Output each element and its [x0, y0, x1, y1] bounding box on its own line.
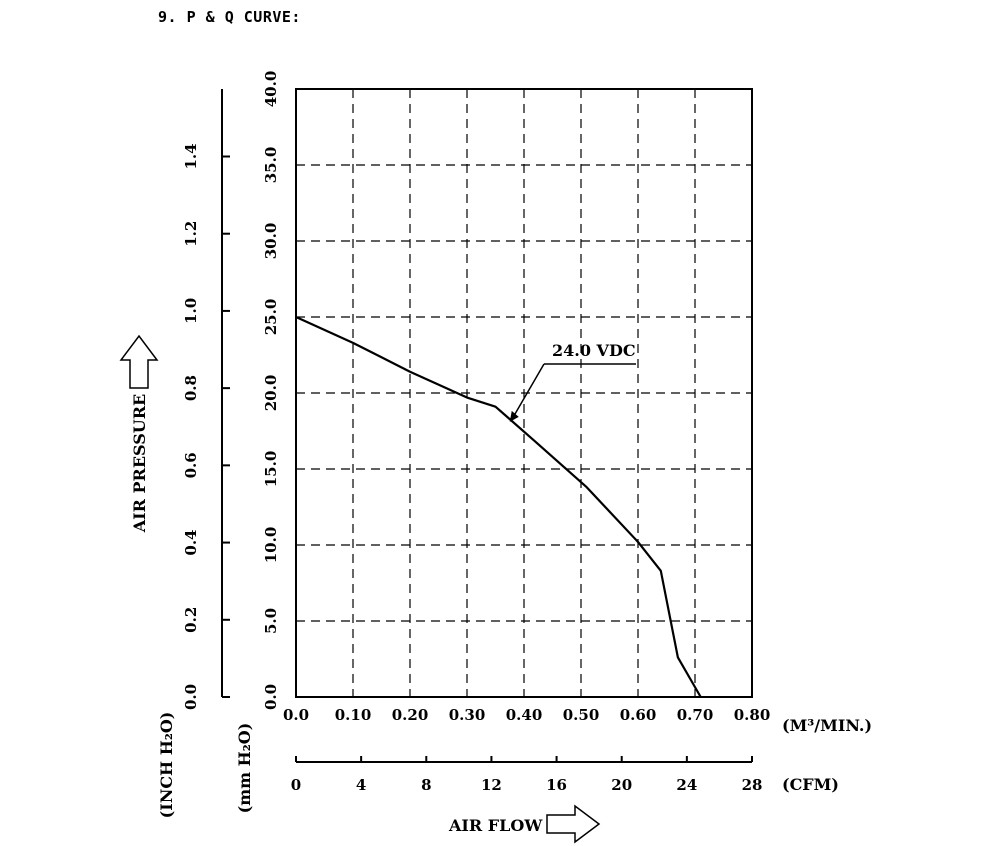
x-tick-label: 0.10: [335, 706, 372, 724]
inch-tick-label: 1.2: [182, 221, 200, 247]
x-unit-label: (M³/MIN.): [782, 716, 872, 735]
inch-tick-label: 0.2: [182, 607, 200, 633]
inch-tick-label: 1.4: [182, 143, 200, 169]
plot-frame: [295, 88, 753, 698]
cfm-tick-label: 28: [742, 776, 763, 794]
x-tick-label: 0.20: [392, 706, 429, 724]
up-arrow-icon: [119, 334, 159, 389]
page-heading: 9. P & Q CURVE:: [158, 8, 301, 26]
cfm-tick-label: 4: [356, 776, 366, 794]
x-tick-label: 0.0: [283, 706, 309, 724]
inch-tick-label: 0.8: [182, 375, 200, 401]
inch-tick-label: 0.6: [182, 452, 200, 478]
y-axis-title: AIR PRESSURE: [130, 394, 149, 534]
cfm-axis: 0 4 8 12 16 20 24 28: [291, 756, 763, 794]
inch-tick-label: 0.4: [182, 530, 200, 556]
curve-24vdc: [295, 315, 702, 698]
x-tick-label: 0.60: [620, 706, 657, 724]
x-axis-title: AIR FLOW: [448, 816, 543, 835]
mm-tick-label: 30.0: [262, 223, 280, 260]
mm-tick-label: 0.0: [262, 684, 280, 710]
right-arrow-icon: [546, 804, 601, 844]
mm-tick-label: 5.0: [262, 608, 280, 634]
inch-tick-label: 1.0: [182, 298, 200, 324]
cfm-tick-label: 20: [611, 776, 632, 794]
mm-tick-label: 15.0: [262, 451, 280, 488]
grid-lines: [296, 89, 752, 697]
annotation-arrowhead: [509, 410, 519, 422]
inch-unit-label: (INCH H₂O): [157, 712, 176, 819]
x-tick-label: 0.70: [677, 706, 714, 724]
x-tick-label: 0.50: [563, 706, 600, 724]
inch-tick-label: 0.0: [182, 684, 200, 710]
mm-tick-label: 10.0: [262, 527, 280, 564]
cfm-tick-label: 8: [421, 776, 431, 794]
mm-tick-label: 25.0: [262, 299, 280, 336]
annotation-label: 24.0 VDC: [552, 341, 636, 360]
annotation-leader-diagonal: [512, 363, 545, 419]
x-tick-label: 0.30: [449, 706, 486, 724]
cfm-unit-label: (CFM): [782, 775, 839, 794]
mm-tick-label: 40.0: [262, 71, 280, 108]
mm-tick-label: 35.0: [262, 147, 280, 184]
mm-tick-labels: 0.0 5.0 10.0 15.0 20.0 25.0 30.0 35.0 40.0: [262, 71, 280, 710]
mm-tick-label: 20.0: [262, 375, 280, 412]
cfm-tick-label: 0: [291, 776, 301, 794]
x-tick-label: 0.80: [734, 706, 771, 724]
x-tick-label: 0.40: [506, 706, 543, 724]
cfm-tick-label: 12: [481, 776, 502, 794]
curve-group: 24.0 VDC: [295, 315, 702, 698]
cfm-tick-label: 24: [676, 776, 697, 794]
inch-axis: 0.0 0.2 0.4 0.6 0.8 1.0 1.2 1.4: [182, 89, 230, 710]
mm-unit-label: (mm H₂O): [235, 723, 254, 814]
cfm-tick-label: 16: [546, 776, 567, 794]
x-tick-labels: 0.0 0.10 0.20 0.30 0.40 0.50 0.60 0.70 0.80: [283, 706, 770, 724]
